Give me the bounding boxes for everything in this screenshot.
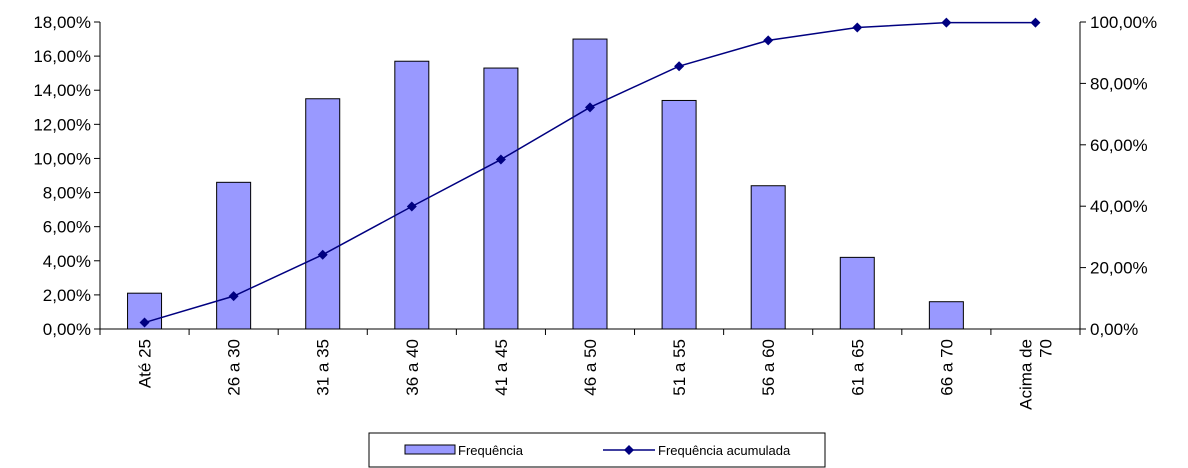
left-tick-label: 4,00% bbox=[43, 252, 91, 271]
category-label-line: Acima de bbox=[1016, 339, 1035, 410]
left-tick-label: 0,00% bbox=[43, 320, 91, 339]
legend: Frequência Frequência acumulada bbox=[368, 432, 826, 468]
left-tick-label: 14,00% bbox=[33, 81, 91, 100]
category-label: 66 a 70 bbox=[937, 339, 956, 396]
bar bbox=[928, 301, 964, 330]
category-label: 36 a 40 bbox=[403, 339, 422, 396]
bar bbox=[661, 99, 697, 330]
category-label: 61 a 65 bbox=[848, 339, 867, 396]
category-label-line: 41 a 45 bbox=[492, 339, 511, 396]
line-series bbox=[139, 17, 1041, 328]
category-label-line: 70 bbox=[1036, 339, 1055, 358]
left-tick-label: 18,00% bbox=[33, 13, 91, 32]
left-tick-label: 12,00% bbox=[33, 115, 91, 134]
category-label: 41 a 45 bbox=[492, 339, 511, 396]
category-label-line: 36 a 40 bbox=[403, 339, 422, 396]
category-label: 26 a 30 bbox=[225, 339, 244, 396]
cumulative-point bbox=[763, 35, 774, 46]
right-tick-label: 40,00% bbox=[1090, 197, 1148, 216]
bar bbox=[216, 181, 252, 330]
cumulative-point bbox=[406, 201, 417, 212]
bar bbox=[483, 67, 519, 330]
cumulative-point bbox=[495, 154, 506, 165]
left-tick-label: 6,00% bbox=[43, 218, 91, 237]
legend-label-line: Frequência acumulada bbox=[658, 443, 791, 458]
category-label-line: 46 a 50 bbox=[581, 339, 600, 396]
cumulative-point bbox=[674, 61, 685, 72]
right-tick-label: 20,00% bbox=[1090, 259, 1148, 278]
category-label: 31 a 35 bbox=[314, 339, 333, 396]
bar bbox=[572, 38, 608, 330]
bar bbox=[394, 60, 430, 330]
bar bbox=[839, 256, 875, 330]
cumulative-point bbox=[139, 317, 150, 328]
cumulative-point bbox=[1030, 17, 1041, 28]
cumulative-point bbox=[852, 22, 863, 33]
right-tick-label: 100,00% bbox=[1090, 13, 1157, 32]
category-label: 51 a 55 bbox=[670, 339, 689, 396]
bar-series bbox=[127, 38, 964, 330]
category-label: 56 a 60 bbox=[759, 339, 778, 396]
category-label-line: 61 a 65 bbox=[848, 339, 867, 396]
category-label-line: Até 25 bbox=[136, 339, 155, 388]
legend-line-marker bbox=[624, 445, 634, 455]
left-tick-label: 2,00% bbox=[43, 286, 91, 305]
bar bbox=[305, 98, 341, 330]
right-tick-label: 60,00% bbox=[1090, 136, 1148, 155]
cumulative-point bbox=[585, 102, 595, 113]
category-label: Acima de 70 bbox=[1016, 339, 1055, 410]
category-label: 46 a 50 bbox=[581, 339, 600, 396]
cumulative-point bbox=[941, 17, 952, 28]
category-label-line: 51 a 55 bbox=[670, 339, 689, 396]
left-tick-label: 16,00% bbox=[33, 47, 91, 66]
left-tick-label: 8,00% bbox=[43, 184, 91, 203]
left-tick-label: 10,00% bbox=[33, 149, 91, 168]
category-label: Até 25 bbox=[136, 339, 155, 388]
bar bbox=[750, 185, 786, 330]
cumulative-point bbox=[228, 291, 239, 302]
legend-bar-swatch bbox=[404, 444, 456, 455]
category-label-line: 66 a 70 bbox=[937, 339, 956, 396]
axes: 0,00% 2,00% 4,00% 6,00% 8,00% 10,00% 12,00% 14,… bbox=[33, 13, 1157, 410]
right-tick-label: 0,00% bbox=[1090, 320, 1138, 339]
category-label-line: 26 a 30 bbox=[225, 339, 244, 396]
category-label-line: 56 a 60 bbox=[759, 339, 778, 396]
right-tick-label: 80,00% bbox=[1090, 74, 1148, 93]
cumulative-point bbox=[317, 249, 328, 260]
category-label-line: 31 a 35 bbox=[314, 339, 333, 396]
legend-label-bars: Frequência bbox=[458, 443, 524, 458]
